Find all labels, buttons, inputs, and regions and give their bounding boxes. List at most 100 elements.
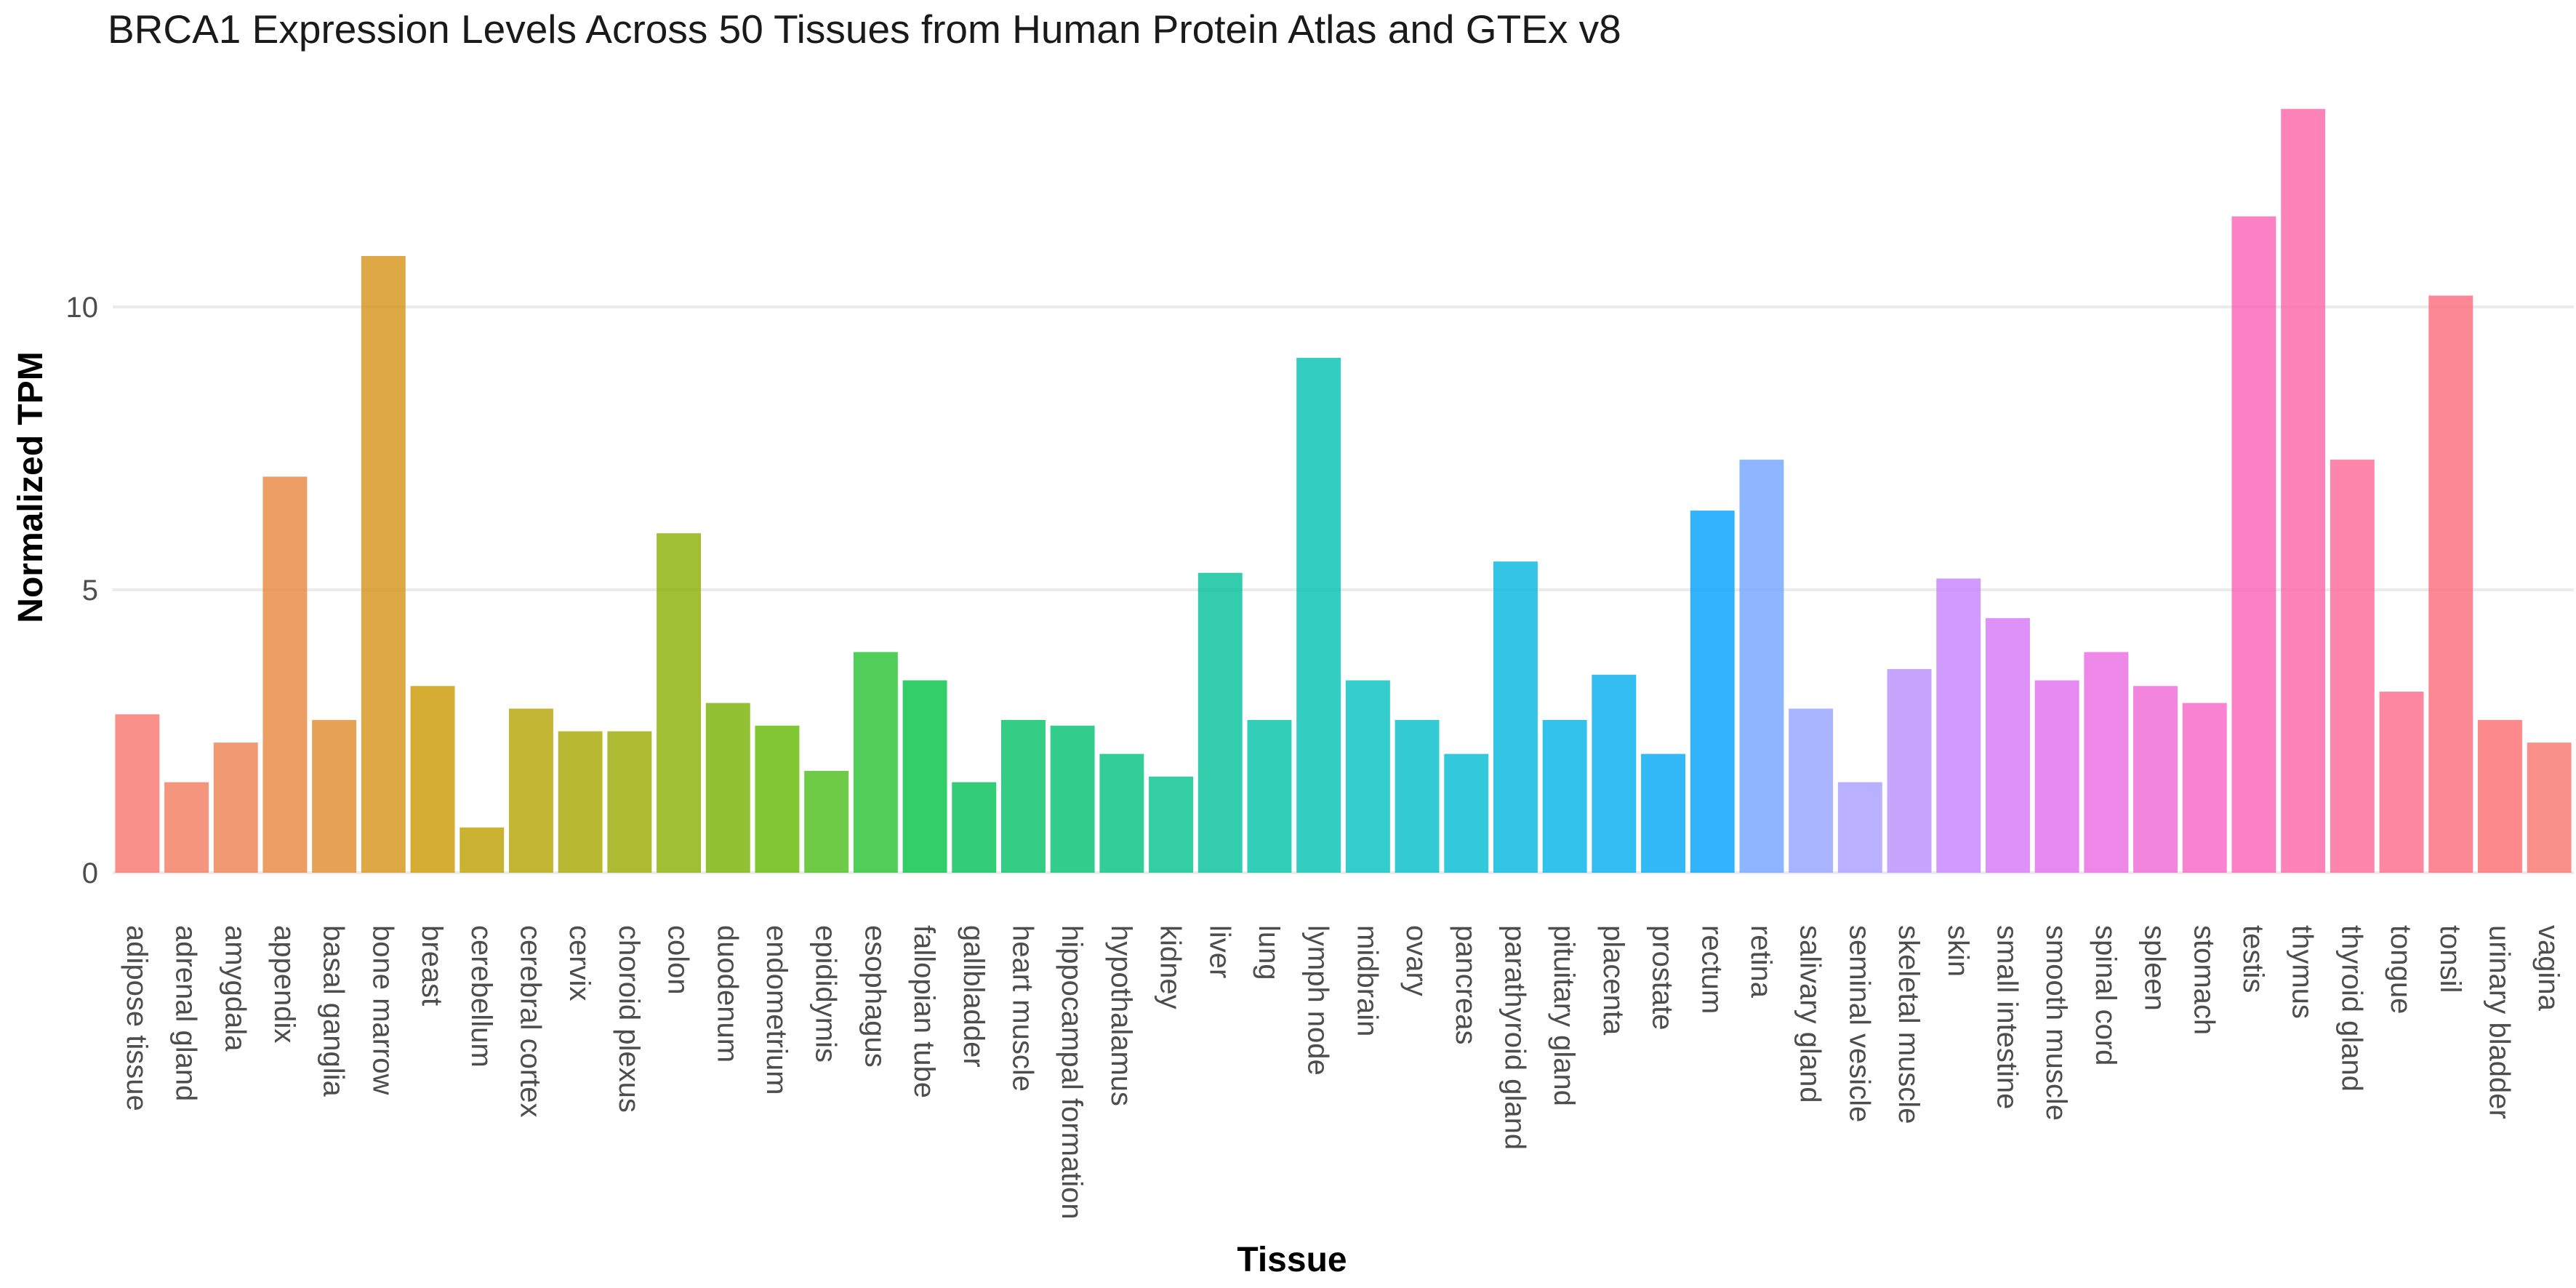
x-tick-label: midbrain [1351,925,1383,1036]
bar-spleen [2133,686,2178,873]
x-tick-label: heart muscle [1006,925,1038,1092]
x-tick-label: spleen [2139,925,2171,1011]
bar-vagina [2527,743,2572,873]
x-axis-ticks: adipose tissue adrenal gland amygdala appen… [121,925,2564,1220]
x-tick-label: bone marrow [366,925,398,1095]
x-tick-label: smooth muscle [2040,925,2072,1121]
x-tick-label: rectum [1696,925,1728,1014]
x-tick-label: cerebral cortex [514,925,546,1118]
x-tick-label: tonsil [2434,925,2466,993]
bar-duodenum [705,703,750,873]
x-tick-label: seminal vesicle [1843,925,1875,1122]
x-tick-label: colon [662,925,694,995]
bar-adipose-tissue [115,714,160,873]
x-tick-label: appendix [268,925,300,1043]
x-tick-label: parathyroid gland [1498,925,1530,1150]
bar-adrenal-gland [164,782,209,873]
x-tick-label: hippocampal formation [1056,925,1088,1220]
x-tick-label: cerebellum [465,925,497,1068]
bar-epididymis [804,770,849,873]
bar-midbrain [1345,680,1390,873]
bar-cervix [558,731,603,873]
bar-hypothalamus [1099,753,1144,873]
bar-skeletal-muscle [1887,668,1932,873]
bar-prostate [1641,753,1686,873]
bar-retina [1739,460,1784,873]
bar-lung [1247,719,1292,873]
x-tick-label: lymph node [1302,925,1334,1076]
bar-thyroid-gland [2330,460,2375,873]
bar-seminal-vesicle [1837,782,1882,873]
bar-hippocampal-formation [1050,725,1095,873]
x-tick-label: vagina [2532,925,2564,1012]
x-tick-label: pituitary gland [1548,925,1580,1106]
x-tick-label: liver [1203,925,1235,978]
x-tick-label: gallbladder [958,925,990,1068]
bar-cerebral-cortex [508,708,553,873]
bar-esophagus [853,652,898,873]
x-tick-label: placenta [1597,925,1629,1036]
x-tick-label: cervix [563,925,595,1001]
x-tick-label: retina [1745,925,1777,999]
x-tick-label: amygdala [219,925,251,1052]
bar-stomach [2182,703,2227,873]
x-tick-label: lung [1253,925,1285,980]
bars [115,108,2572,873]
bar-spinal-cord [2084,652,2129,873]
bar-parathyroid-gland [1493,561,1538,873]
bar-tongue [2379,692,2424,873]
bar-bone-marrow [361,255,406,873]
bar-amygdala [213,743,258,873]
bar-fallopian-tube [902,680,947,873]
bar-basal-ganglia [312,719,357,873]
x-tick-label: testis [2237,925,2269,993]
x-axis-title: Tissue [1237,1241,1347,1279]
bar-appendix [262,476,308,873]
y-axis-ticks: 0 5 10 [66,292,99,889]
x-tick-label: endometrium [761,925,793,1095]
bar-pituitary-gland [1542,719,1587,873]
bar-thymus [2281,108,2326,873]
x-tick-label: skin [1942,925,1974,977]
bar-colon [657,533,702,873]
x-tick-label: small intestine [1991,925,2023,1109]
bar-urinary-bladder [2477,719,2522,873]
x-tick-label: adrenal gland [170,925,202,1101]
x-tick-label: spinal cord [2090,925,2122,1065]
x-tick-label: skeletal muscle [1893,925,1925,1124]
x-tick-label: urinary bladder [2483,925,2515,1119]
bar-salivary-gland [1789,708,1834,873]
x-tick-label: breast [416,925,448,1006]
bar-endometrium [755,725,800,873]
x-tick-label: ovary [1400,925,1432,996]
bar-cerebellum [460,827,505,873]
bar-pancreas [1444,753,1489,873]
y-tick-label: 10 [66,292,99,324]
x-tick-label: stomach [2188,925,2220,1035]
bar-testis [2231,216,2276,873]
x-tick-label: epididymis [810,925,842,1063]
bar-breast [410,686,455,873]
x-tick-label: fallopian tube [908,925,940,1098]
x-tick-label: duodenum [711,925,743,1063]
bar-placenta [1592,674,1637,873]
bar-smooth-muscle [2034,680,2079,873]
bar-skin [1936,578,1981,873]
bar-choroid-plexus [607,731,652,873]
x-tick-label: kidney [1155,925,1187,1009]
y-axis-title: Normalized TPM [12,351,50,623]
x-tick-label: salivary gland [1794,925,1826,1103]
bar-small-intestine [1985,617,2030,873]
bar-gallbladder [952,782,997,873]
x-tick-label: thymus [2287,925,2319,1019]
x-tick-label: tongue [2385,925,2417,1014]
bar-heart-muscle [1000,719,1046,873]
y-tick-label: 5 [82,575,98,607]
x-tick-label: choroid plexus [613,925,645,1113]
chart-title: BRCA1 Expression Levels Across 50 Tissue… [108,7,1621,52]
x-tick-label: esophagus [859,925,891,1068]
x-tick-label: prostate [1647,925,1679,1031]
x-tick-label: thyroid gland [2335,925,2367,1092]
bar-tonsil [2428,295,2473,873]
